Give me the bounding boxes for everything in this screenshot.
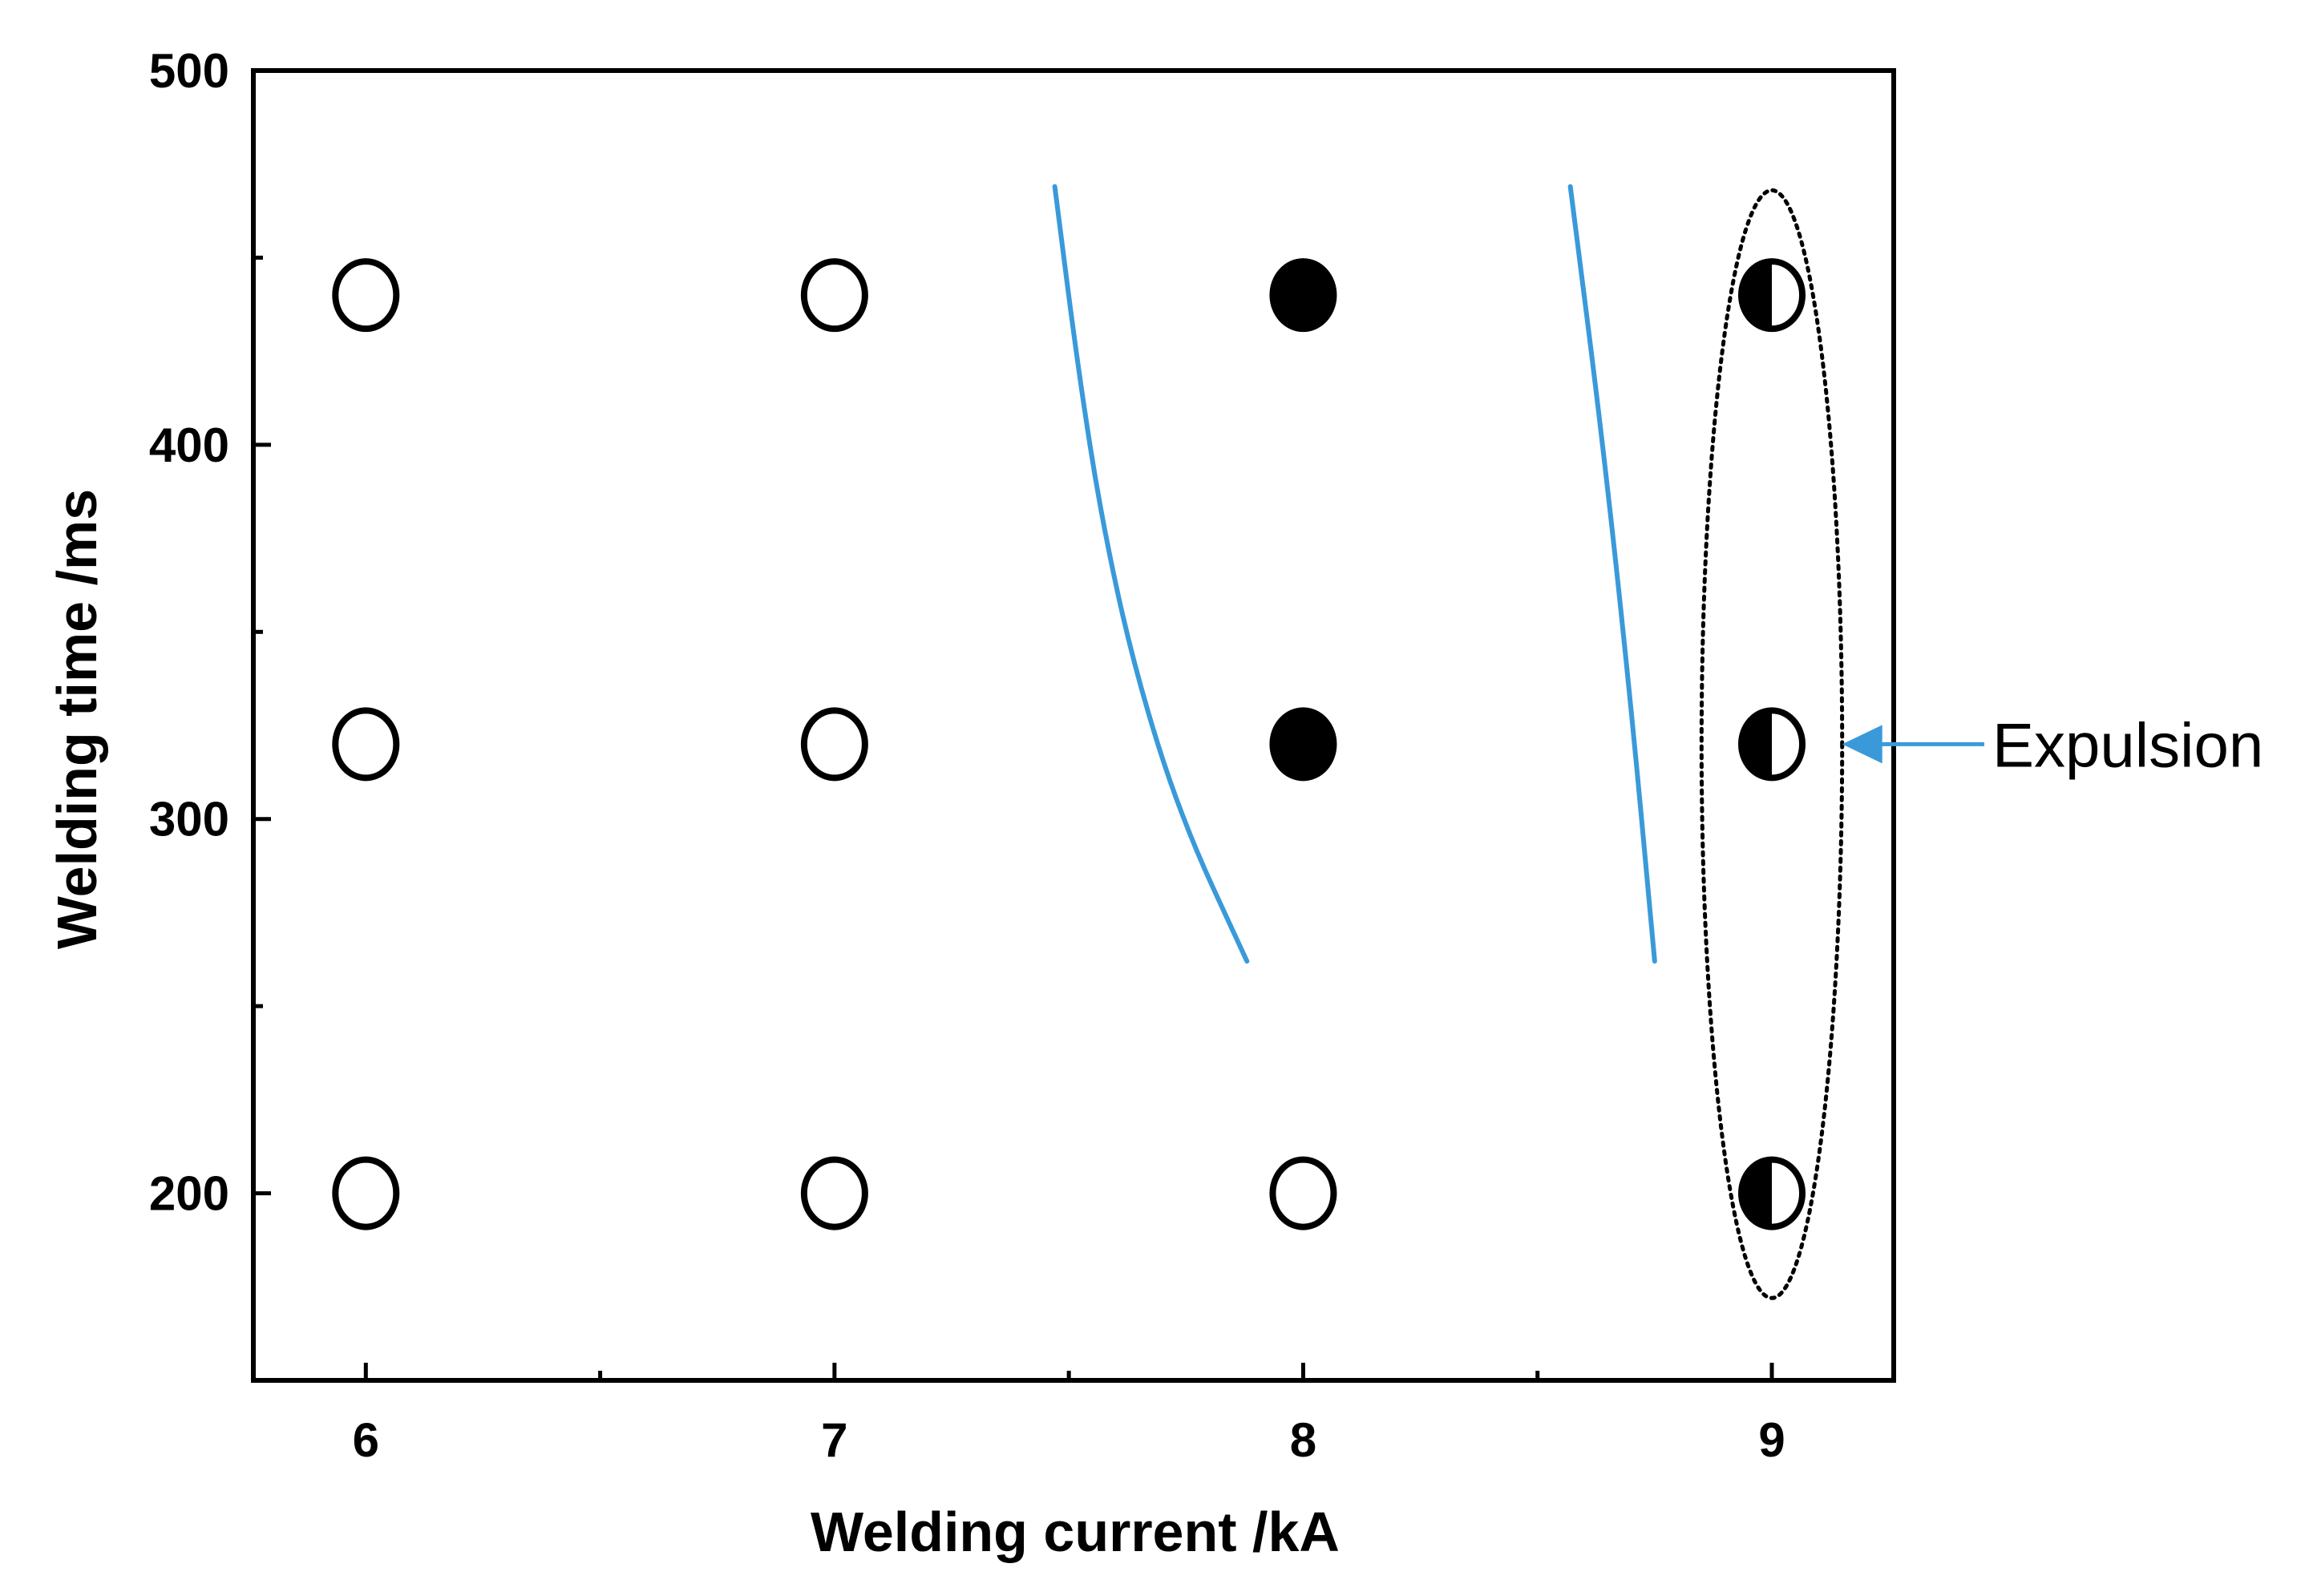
filled-marker <box>1269 258 1337 333</box>
marker-layer <box>332 258 1806 1230</box>
open-marker <box>800 258 868 333</box>
boundary-layer <box>1052 184 1657 964</box>
y-tick-label: 200 <box>149 1167 229 1221</box>
axes-layer <box>251 68 1896 1383</box>
boundary-line-1 <box>1052 184 1250 964</box>
boundary-line-2 <box>1567 184 1657 964</box>
half-marker-fill <box>1741 710 1773 778</box>
open-marker <box>800 707 868 782</box>
x-tick-label: 7 <box>821 1413 847 1467</box>
expulsion-label: Expulsion <box>1992 709 2263 780</box>
annotation-layer: Expulsion <box>1842 709 2263 780</box>
half-filled-marker <box>1738 1156 1806 1230</box>
half-marker-fill <box>1741 1159 1773 1227</box>
x-tick-label: 9 <box>1758 1413 1785 1467</box>
half-filled-marker <box>1738 258 1806 333</box>
filled-marker <box>1269 707 1337 782</box>
y-tick-label: 400 <box>149 418 229 472</box>
tick-label-layer: 6 7 8 9 200 300 400 500 <box>149 44 1785 1467</box>
x-tick-label: 6 <box>353 1413 379 1467</box>
y-tick-label: 500 <box>149 44 229 98</box>
y-tick-label: 300 <box>149 793 229 846</box>
open-marker <box>1269 1156 1337 1230</box>
y-axis-title: Welding time /ms <box>46 489 108 949</box>
expulsion-arrow-head <box>1842 725 1882 764</box>
x-axis-title: Welding current /kA <box>811 1501 1340 1563</box>
open-marker <box>332 707 400 782</box>
open-marker <box>332 258 400 333</box>
plot-frame <box>251 68 1896 1383</box>
open-marker <box>332 1156 400 1230</box>
x-tick-label: 8 <box>1290 1413 1316 1467</box>
half-filled-marker <box>1738 707 1806 782</box>
open-marker <box>800 1156 868 1230</box>
half-marker-fill <box>1741 261 1773 329</box>
